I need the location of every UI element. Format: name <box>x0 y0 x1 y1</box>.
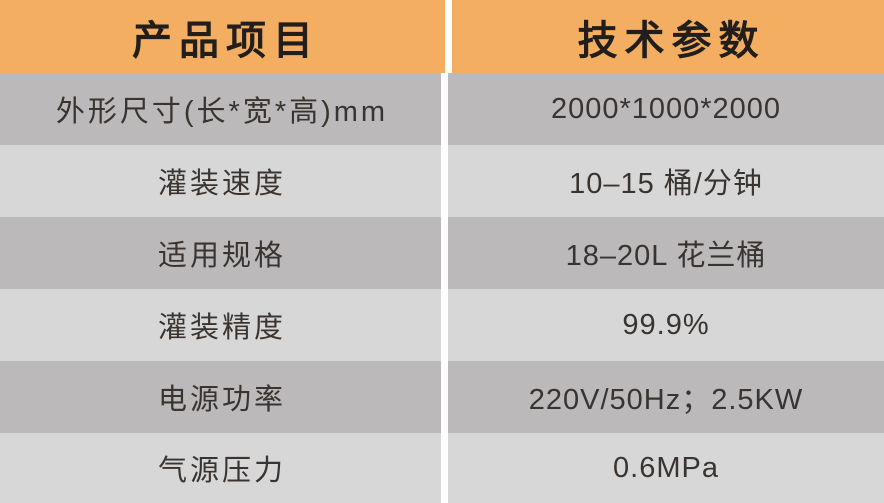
column-divider <box>441 361 448 433</box>
table-row: 外形尺寸(长*宽*高)mm 2000*1000*2000 <box>0 73 884 145</box>
spec-row-label: 电源功率 <box>157 384 286 416</box>
spec-row-label: 气源压力 <box>157 455 286 487</box>
table-row: 气源压力 0.6MPa <box>0 433 884 503</box>
spec-row-label: 灌装速度 <box>157 168 286 200</box>
table-header-row: 产品项目 技术参数 <box>0 0 884 73</box>
column-divider <box>445 0 452 73</box>
spec-row-label: 外形尺寸(长*宽*高)mm <box>55 96 389 128</box>
column-header-product-item: 产品项目 <box>132 18 320 63</box>
spec-row-value: 0.6MPa <box>613 451 719 484</box>
spec-row-value: 2000*1000*2000 <box>550 92 782 125</box>
column-divider <box>441 145 448 217</box>
table-row: 电源功率 220V/50Hz；2.5KW <box>0 361 884 433</box>
spec-row-label: 灌装精度 <box>157 312 286 344</box>
column-header-tech-params: 技术参数 <box>577 18 766 63</box>
spec-row-value: 220V/50Hz；2.5KW <box>528 384 804 416</box>
spec-row-value: 99.9% <box>622 308 710 341</box>
column-divider <box>441 73 448 145</box>
column-divider <box>441 289 448 361</box>
column-divider <box>441 433 448 503</box>
table-row: 灌装速度 10–15 桶/分钟 <box>0 145 884 217</box>
table-row: 适用规格 18–20L 花兰桶 <box>0 217 884 289</box>
spec-row-value: 10–15 桶/分钟 <box>569 168 763 200</box>
spec-row-value: 18–20L 花兰桶 <box>565 240 767 272</box>
table-row: 灌装精度 99.9% <box>0 289 884 361</box>
column-divider <box>441 217 448 289</box>
spec-row-label: 适用规格 <box>157 240 286 272</box>
